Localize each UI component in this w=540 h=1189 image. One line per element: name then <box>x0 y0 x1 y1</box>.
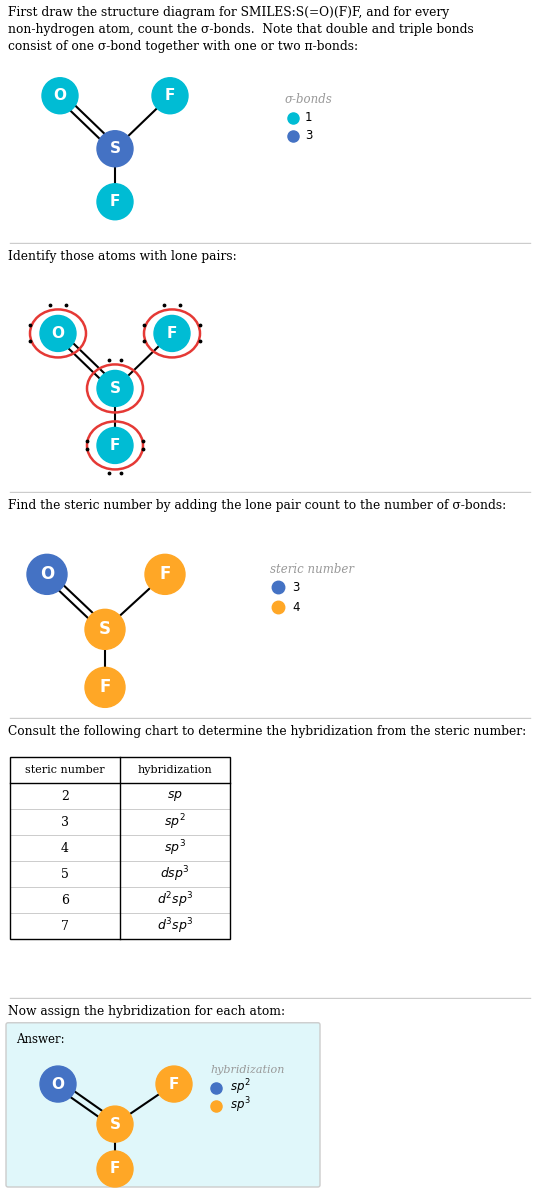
Text: S: S <box>110 141 120 156</box>
Text: $sp^2$: $sp^2$ <box>164 812 186 832</box>
Text: $sp$: $sp$ <box>167 789 183 804</box>
Text: Answer:: Answer: <box>16 1033 65 1046</box>
Text: 2: 2 <box>61 789 69 803</box>
Text: 6: 6 <box>61 894 69 907</box>
Circle shape <box>145 554 185 594</box>
Text: σ-bonds: σ-bonds <box>285 93 333 106</box>
Text: F: F <box>165 88 175 103</box>
Circle shape <box>97 1106 133 1143</box>
Text: F: F <box>110 438 120 453</box>
Text: $sp^3$: $sp^3$ <box>230 1096 251 1115</box>
Text: S: S <box>110 380 120 396</box>
Text: steric number: steric number <box>270 562 354 575</box>
Text: First draw the structure diagram for SMILES:​S(=O)(F)F, and for every
non-hydrog: First draw the structure diagram for SMI… <box>8 6 474 54</box>
Text: $sp^2$: $sp^2$ <box>230 1077 251 1097</box>
Text: Now assign the hybridization for each atom:: Now assign the hybridization for each at… <box>8 1005 285 1018</box>
Text: F: F <box>167 326 177 341</box>
Circle shape <box>85 609 125 649</box>
Circle shape <box>42 77 78 114</box>
Text: $sp^3$: $sp^3$ <box>164 838 186 858</box>
Text: O: O <box>51 326 64 341</box>
Text: F: F <box>159 565 171 584</box>
Text: 7: 7 <box>61 920 69 933</box>
Text: Consult the following chart to determine the hybridization from the steric numbe: Consult the following chart to determine… <box>8 725 526 738</box>
Text: F: F <box>110 194 120 209</box>
Text: S: S <box>99 621 111 638</box>
Text: F: F <box>110 1162 120 1176</box>
Circle shape <box>97 1151 133 1187</box>
Text: F: F <box>169 1076 179 1092</box>
Text: 3: 3 <box>305 130 312 143</box>
Text: 3: 3 <box>292 581 299 593</box>
Text: 1: 1 <box>305 112 313 124</box>
Text: S: S <box>110 1116 120 1132</box>
Circle shape <box>97 371 133 407</box>
Text: O: O <box>53 88 66 103</box>
Circle shape <box>97 427 133 464</box>
Circle shape <box>85 667 125 707</box>
Circle shape <box>40 1067 76 1102</box>
Text: O: O <box>51 1076 64 1092</box>
Text: F: F <box>99 679 111 697</box>
Text: $d^{3}sp^3$: $d^{3}sp^3$ <box>157 917 193 936</box>
Text: 4: 4 <box>61 842 69 855</box>
Circle shape <box>154 315 190 352</box>
Text: steric number: steric number <box>25 766 105 775</box>
Circle shape <box>156 1067 192 1102</box>
Text: $dsp^3$: $dsp^3$ <box>160 864 190 885</box>
Circle shape <box>97 131 133 166</box>
Text: Find the steric number by adding the lone pair count to the number of σ-bonds:: Find the steric number by adding the lon… <box>8 499 507 512</box>
Text: hybridization: hybridization <box>138 766 212 775</box>
Text: 5: 5 <box>61 868 69 881</box>
Text: 4: 4 <box>292 600 300 614</box>
Circle shape <box>97 184 133 220</box>
FancyBboxPatch shape <box>6 1023 320 1187</box>
Text: 3: 3 <box>61 816 69 829</box>
Circle shape <box>152 77 188 114</box>
Circle shape <box>27 554 67 594</box>
Text: O: O <box>40 565 54 584</box>
Text: hybridization: hybridization <box>210 1064 285 1075</box>
Bar <box>10 757 230 939</box>
Circle shape <box>40 315 76 352</box>
Text: $d^{2}sp^3$: $d^{2}sp^3$ <box>157 891 193 910</box>
Text: Identify those atoms with lone pairs:: Identify those atoms with lone pairs: <box>8 250 237 263</box>
